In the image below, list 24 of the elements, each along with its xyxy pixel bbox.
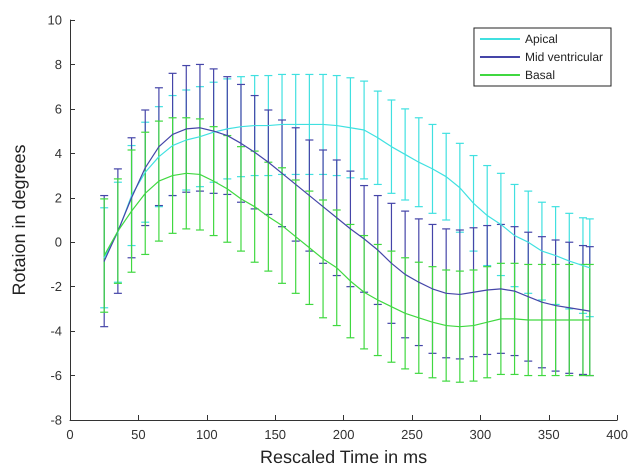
legend-label: Basal (524, 68, 556, 82)
x-axis-title: Rescaled Time in ms (260, 447, 428, 467)
y-tick-label: -6 (50, 368, 62, 384)
x-tick-label: 150 (264, 427, 286, 442)
y-tick-label: 0 (54, 234, 62, 250)
x-tick-label: 350 (538, 427, 560, 442)
y-tick-label: 6 (54, 101, 62, 116)
y-tick-label: -2 (50, 279, 62, 294)
x-tick-label: 250 (401, 427, 423, 442)
y-tick-label: -8 (50, 412, 62, 428)
x-tick-label: 50 (131, 427, 146, 442)
legend-label: Mid ventricular (524, 50, 604, 64)
y-tick-label: 2 (54, 190, 62, 206)
y-tick-label: -4 (50, 324, 62, 339)
x-tick-label: 200 (332, 427, 354, 442)
y-tick-label: 10 (48, 12, 62, 28)
x-tick-label: 300 (470, 427, 492, 442)
legend-label: Apical (524, 32, 558, 46)
x-tick-label: 0 (66, 427, 74, 442)
y-axis-title: Rotaion in degrees (9, 144, 29, 296)
x-tick-label: 100 (196, 427, 218, 442)
y-tick-label: 8 (54, 56, 62, 72)
x-tick-label: 400 (606, 427, 628, 442)
y-tick-label: 4 (54, 146, 62, 161)
